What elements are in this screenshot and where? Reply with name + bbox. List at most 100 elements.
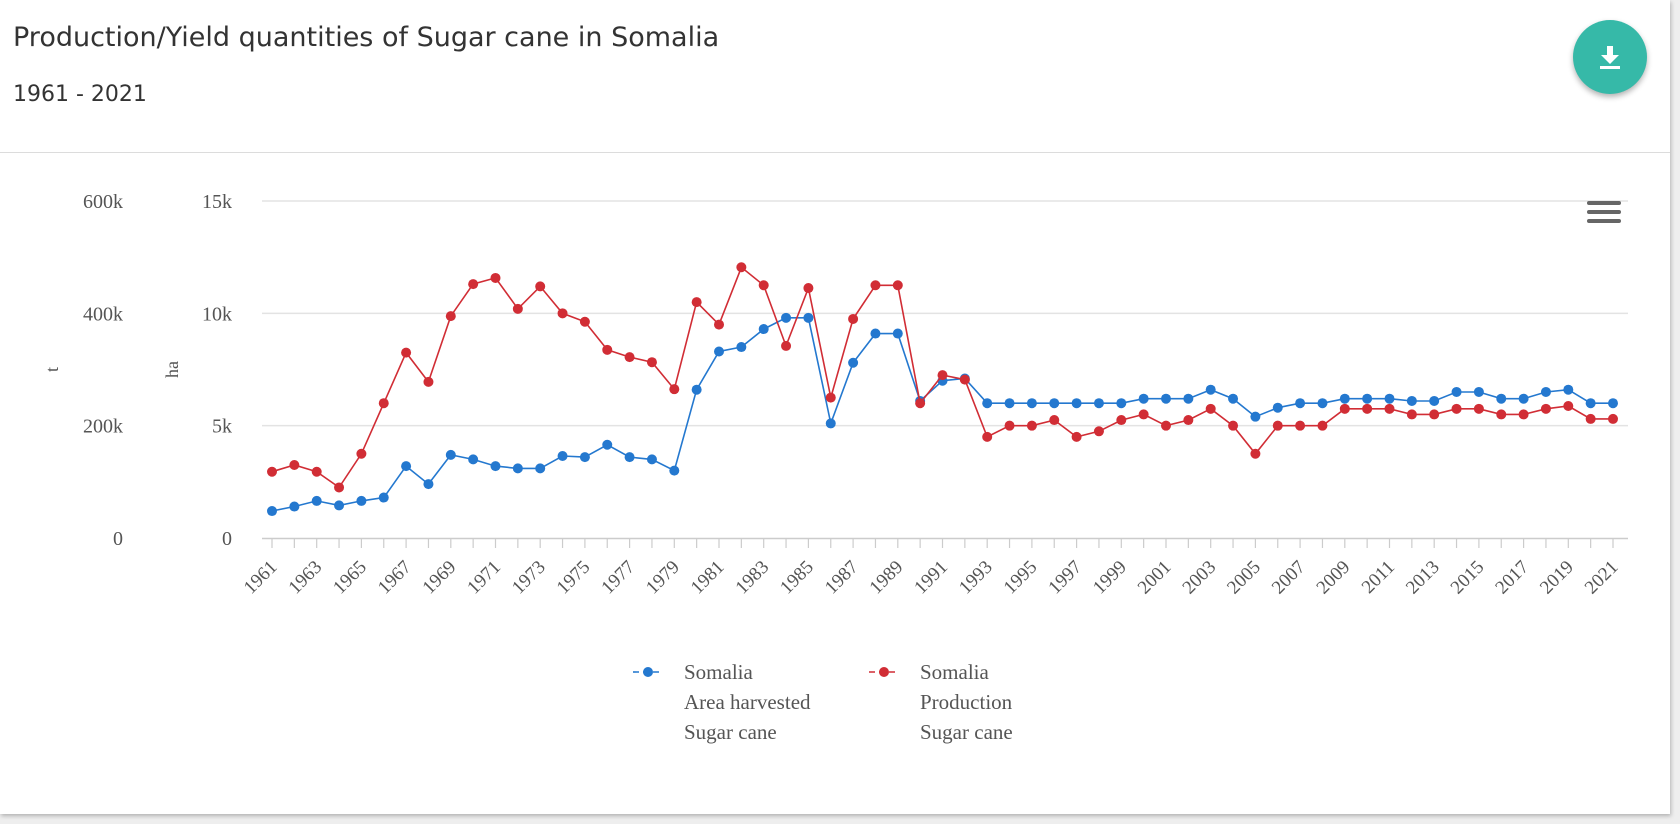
y-tick-label-ha: 5k <box>212 416 232 438</box>
x-tick-label: 1997 <box>1044 557 1086 599</box>
data-point <box>490 461 501 472</box>
data-point <box>334 500 345 511</box>
y-axis-title-ha: ha <box>162 361 182 378</box>
data-point <box>669 384 680 395</box>
data-point <box>736 262 747 273</box>
data-point <box>602 439 613 450</box>
download-button[interactable] <box>1573 20 1647 94</box>
data-point <box>1518 409 1529 420</box>
y-tick-label-ha: 0 <box>222 528 232 550</box>
data-point <box>646 357 657 368</box>
data-point <box>1406 409 1417 420</box>
data-point <box>1384 403 1395 414</box>
data-point <box>1451 403 1462 414</box>
data-point <box>512 303 523 314</box>
data-point <box>1026 420 1037 431</box>
legend-item-area-harvested[interactable]: Somalia Area harvested Sugar cane <box>633 660 811 744</box>
data-point <box>445 311 456 322</box>
data-point <box>1563 384 1574 395</box>
data-point <box>1585 398 1596 409</box>
x-tick-label: 2017 <box>1491 557 1533 599</box>
data-point <box>311 495 322 506</box>
data-point <box>892 328 903 339</box>
data-point <box>714 346 724 357</box>
x-tick-label: 2003 <box>1179 557 1221 599</box>
data-point <box>1250 411 1261 422</box>
data-point <box>1406 395 1417 406</box>
legend-marker-dot <box>643 667 653 677</box>
data-point <box>334 482 345 493</box>
data-point <box>624 452 635 463</box>
data-point <box>1451 386 1462 397</box>
y-tick-label-t: 200k <box>83 416 123 438</box>
data-point <box>669 465 680 476</box>
data-point <box>490 272 501 283</box>
data-point <box>825 418 836 429</box>
data-point <box>1429 409 1440 420</box>
data-point <box>1295 398 1306 409</box>
hamburger-menu-icon[interactable] <box>1587 199 1621 227</box>
data-point <box>1161 420 1171 431</box>
data-point <box>870 280 881 291</box>
data-point <box>267 466 277 477</box>
x-tick-label: 1961 <box>240 557 282 599</box>
x-tick-label: 1995 <box>1000 557 1042 599</box>
x-tick-label: 1987 <box>821 557 863 599</box>
x-tick-label: 2001 <box>1134 557 1176 599</box>
download-icon <box>1600 46 1620 69</box>
legend-label: Somalia <box>684 660 754 684</box>
data-point <box>468 454 479 465</box>
data-point <box>848 313 859 324</box>
data-point <box>1339 393 1350 404</box>
data-point <box>579 316 590 327</box>
x-tick-label: 2015 <box>1447 557 1489 599</box>
data-point <box>1093 426 1104 437</box>
x-tick-label: 1999 <box>1089 557 1131 599</box>
data-point <box>1183 393 1194 404</box>
data-point <box>959 374 970 385</box>
data-point <box>468 279 479 290</box>
y-tick-label-t: 600k <box>83 191 123 213</box>
series-layer <box>267 262 1618 517</box>
x-tick-label: 1983 <box>732 557 774 599</box>
x-tick-label: 1979 <box>642 557 684 599</box>
x-tick-label: 1977 <box>597 557 639 599</box>
x-tick-label: 2007 <box>1268 557 1310 599</box>
data-point <box>758 324 769 335</box>
chart-area: 1961 1963 1965 1967 1969 1971 1973 1975 1977 1979… <box>42 191 1628 744</box>
data-point <box>401 461 412 472</box>
x-tick-label: 1981 <box>687 557 729 599</box>
x-tick-label: 2011 <box>1358 557 1399 598</box>
y-tick-label-ha: 15k <box>202 191 232 213</box>
data-point <box>535 281 546 292</box>
y-axes: 0 0 200k 5k 400k 10k 600k 15k t ha <box>42 191 232 550</box>
data-point <box>1339 403 1350 414</box>
data-point <box>1429 395 1440 406</box>
data-point <box>1093 398 1104 409</box>
legend-item-production[interactable]: Somalia Production Sugar cane <box>869 660 1013 744</box>
chart-subtitle: 1961 - 2021 <box>13 82 147 107</box>
data-point <box>1049 415 1060 426</box>
data-point <box>1563 401 1574 412</box>
x-tick-label: 1969 <box>419 557 461 599</box>
x-tick-label: 2009 <box>1313 557 1355 599</box>
x-tick-label: 1965 <box>329 557 371 599</box>
data-point <box>378 492 389 503</box>
legend-label: Sugar cane <box>920 720 1013 744</box>
data-point <box>356 495 367 506</box>
data-point <box>1608 413 1618 424</box>
x-axis: 1961 1963 1965 1967 1969 1971 1973 1975 1977 1979… <box>240 537 1628 599</box>
data-point <box>781 312 792 323</box>
data-point <box>937 370 948 381</box>
data-point <box>1384 393 1395 404</box>
data-point <box>1205 403 1216 414</box>
x-tick-label: 2019 <box>1536 557 1578 599</box>
x-tick-label: 1985 <box>776 557 818 599</box>
data-point <box>624 352 635 363</box>
x-tick-label: 2021 <box>1581 557 1623 599</box>
data-point <box>1272 420 1283 431</box>
data-point <box>1317 420 1328 431</box>
data-point <box>1608 398 1618 409</box>
data-point <box>423 479 434 490</box>
